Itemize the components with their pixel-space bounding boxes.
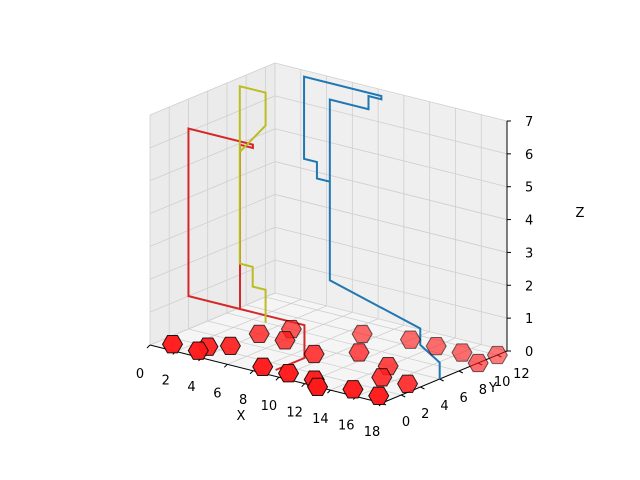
scatter-point xyxy=(486,345,508,365)
grid-line-z-left xyxy=(149,226,276,280)
y-tick-label: 6 xyxy=(460,391,468,406)
axis-panes xyxy=(150,63,507,403)
y-tick-mark xyxy=(439,378,444,382)
x-tick-label: 16 xyxy=(338,419,355,434)
scatter-point xyxy=(248,324,270,344)
grid-line-z-back xyxy=(274,128,508,188)
x-tick-label: 10 xyxy=(261,399,278,414)
x-tick-label: 12 xyxy=(286,406,303,421)
z-tick-label: 7 xyxy=(525,115,533,130)
scatter-point xyxy=(252,357,274,376)
grid-line-z-back xyxy=(274,62,508,122)
grid-line-z-back xyxy=(274,259,508,319)
y-tick-mark xyxy=(420,386,425,390)
y-tick-label: 2 xyxy=(421,407,429,422)
z-tick-label: 5 xyxy=(525,181,533,196)
z-tick-label: 1 xyxy=(525,312,533,327)
scatter-point xyxy=(351,324,373,344)
scatter-points xyxy=(161,319,508,405)
path-line xyxy=(303,75,441,379)
x-tick-mark xyxy=(301,383,306,388)
scatter-point xyxy=(219,336,241,356)
z-tick-labels: 0 1 2 3 4 5 6 7 xyxy=(525,115,533,360)
scatter-point xyxy=(399,330,422,349)
scatter-point xyxy=(274,331,296,350)
grid-line-z-left xyxy=(149,194,276,247)
y-tick-label: 0 xyxy=(402,415,410,430)
z-axis-label: Z xyxy=(576,206,585,221)
scatter-point xyxy=(371,368,393,387)
scatter-point xyxy=(187,341,209,360)
scatter-point xyxy=(451,343,473,362)
x-tick-label: 4 xyxy=(187,380,195,395)
x-tick-labels: 0 2 4 6 8 10 12 14 16 18 xyxy=(136,367,380,440)
scatter-point xyxy=(368,386,390,405)
y-tick-label: 4 xyxy=(440,399,448,414)
scatter-point xyxy=(425,336,447,356)
floor-pane xyxy=(150,293,507,403)
path-lines xyxy=(187,75,441,379)
y-tick-mark xyxy=(458,370,464,374)
grid-line-z-left xyxy=(149,161,276,214)
grid-line-z-back xyxy=(274,226,508,286)
scatter-point xyxy=(303,344,325,364)
y-tick-label: 10 xyxy=(494,375,511,390)
grid-line-z-back xyxy=(274,161,508,220)
x-tick-mark xyxy=(275,376,280,381)
scatter-point xyxy=(396,374,419,393)
z-tick-label: 6 xyxy=(525,148,533,163)
y-axis-label: Y xyxy=(488,381,497,396)
path-line xyxy=(238,84,267,323)
y-tick-mark xyxy=(401,394,406,398)
grid-line-y-floor xyxy=(207,320,440,380)
x-tick-mark xyxy=(327,389,331,394)
scatter-point xyxy=(348,343,370,362)
scatter-point xyxy=(467,353,489,373)
scatter-point xyxy=(306,377,329,397)
grid-line-z-back xyxy=(274,292,508,352)
grid-line-x-floor xyxy=(278,324,405,378)
back-pane xyxy=(275,63,507,351)
z-tick-label: 0 xyxy=(525,345,533,360)
x-tick-mark xyxy=(223,363,228,368)
scatter-point xyxy=(161,335,184,354)
x-tick-mark xyxy=(249,370,254,375)
x-tick-label: 8 xyxy=(239,393,247,408)
grid-line-z-left xyxy=(149,62,276,116)
x-tick-label: 18 xyxy=(364,425,381,440)
z-tick-label: 3 xyxy=(525,246,533,261)
x-tick-label: 6 xyxy=(213,386,221,401)
grid-line-z-left xyxy=(149,95,276,149)
x-tick-label: 2 xyxy=(162,373,170,388)
y-tick-label: 8 xyxy=(479,383,487,398)
grid-line-z-left xyxy=(149,259,276,313)
x-tick-label: 14 xyxy=(312,412,329,427)
left-pane xyxy=(150,63,275,345)
x-tick-mark xyxy=(146,344,151,349)
scatter-point xyxy=(342,380,364,399)
grid-line-z-back xyxy=(274,95,508,155)
x-axis-label: X xyxy=(237,409,246,424)
grid-line-z-back xyxy=(274,194,508,253)
y-tick-label: 12 xyxy=(513,367,530,382)
scatter-point xyxy=(277,364,300,383)
x-tick-label: 0 xyxy=(136,367,144,382)
z-tick-label: 4 xyxy=(525,214,533,229)
z-tick-label: 2 xyxy=(525,279,533,294)
path-line xyxy=(187,127,306,371)
